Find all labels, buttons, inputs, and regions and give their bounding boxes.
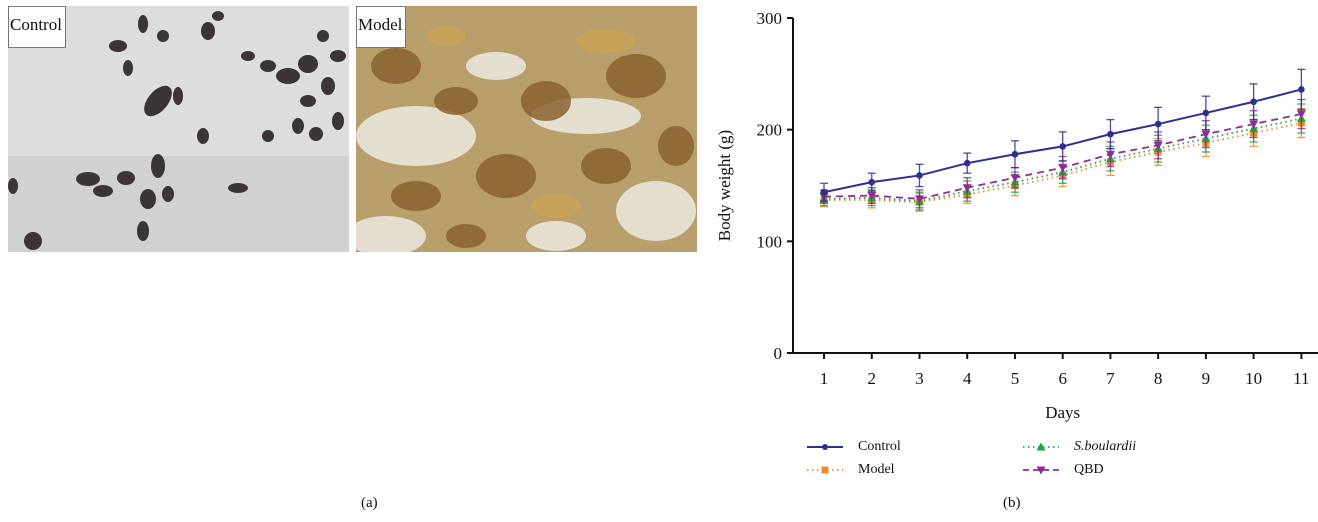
y-axis-label: Body weight (g)	[715, 130, 734, 241]
data-point	[1202, 109, 1210, 117]
data-point	[1298, 86, 1305, 93]
legend-item-qbd: QBD	[1022, 462, 1104, 478]
control-feces-image	[8, 6, 349, 252]
legend-swatch-control	[807, 444, 843, 450]
data-point	[1058, 164, 1068, 173]
x-tick-label: 1	[820, 369, 829, 388]
data-point	[1249, 120, 1259, 129]
legend-label-sboulardii: S.boulardii	[1074, 439, 1137, 454]
legend-label-model: Model	[858, 462, 895, 477]
data-point	[963, 159, 971, 167]
x-tick-label: 5	[1011, 369, 1020, 388]
x-tick-label: 11	[1293, 369, 1309, 388]
data-point	[916, 172, 923, 179]
data-point	[1201, 130, 1211, 139]
data-point	[820, 188, 828, 196]
data-point	[1011, 150, 1019, 158]
y-tick-label: 300	[757, 9, 783, 28]
x-tick-label: 2	[868, 369, 877, 388]
chart-series-layer	[819, 68, 1306, 212]
data-point	[914, 195, 924, 204]
data-point	[1250, 98, 1257, 106]
data-point	[1296, 110, 1306, 119]
data-point	[1010, 174, 1020, 183]
data-point	[962, 184, 972, 193]
x-tick-label: 9	[1202, 369, 1211, 388]
chart-axes: 0 100 200 300 1 2 3 4 5 6 7 8 9 10 11	[757, 9, 1318, 388]
x-tick-label: 4	[963, 369, 972, 388]
data-point	[1105, 150, 1115, 159]
x-tick-label: 3	[915, 369, 924, 388]
x-tick-label: 7	[1106, 369, 1115, 388]
data-point	[867, 192, 877, 201]
x-tick-label: 10	[1245, 369, 1262, 388]
x-tick-label: 6	[1058, 369, 1067, 388]
y-tick-label: 0	[774, 344, 783, 363]
x-axis-label: Days	[1045, 403, 1080, 422]
panel-b-caption: (b)	[1003, 495, 1021, 511]
panel-a-caption: (a)	[361, 495, 378, 511]
legend-swatch-qbd	[1023, 466, 1059, 475]
model-feces-image	[356, 6, 697, 252]
legend-swatch-sboulardii	[1023, 442, 1059, 451]
legend-label-control: Control	[858, 439, 901, 454]
control-photo-label: Control	[8, 6, 66, 48]
data-point	[868, 178, 876, 186]
model-photo-label: Model	[356, 6, 407, 48]
legend-swatch-model	[807, 466, 843, 474]
data-point	[1154, 120, 1162, 128]
x-tick-label: 8	[1154, 369, 1163, 388]
legend-item-model: Model	[806, 462, 895, 478]
series-control	[820, 68, 1306, 202]
data-point	[1059, 143, 1066, 150]
model-photo: Model	[356, 6, 697, 252]
y-tick-label: 100	[757, 232, 783, 251]
legend-label-qbd: QBD	[1074, 462, 1104, 477]
series-line	[824, 117, 1302, 203]
legend-item-sboulardii: S.boulardii	[1022, 439, 1136, 455]
control-photo: Control	[8, 6, 349, 252]
data-point	[1153, 141, 1163, 150]
legend-item-control: Control	[806, 439, 901, 455]
y-tick-label: 200	[757, 121, 783, 140]
data-point	[1107, 130, 1114, 138]
